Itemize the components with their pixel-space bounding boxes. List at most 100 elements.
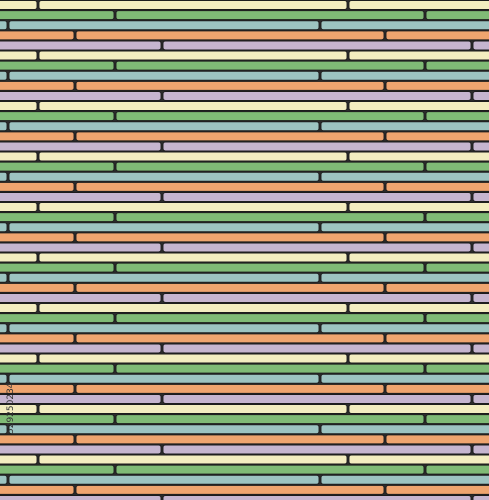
stripe-segment bbox=[8, 171, 320, 182]
stripe-segment bbox=[0, 293, 162, 303]
stripe-segment bbox=[0, 252, 38, 263]
stripe-segment bbox=[385, 434, 489, 445]
stripe-segment bbox=[320, 70, 489, 81]
stripe-segment bbox=[75, 131, 385, 142]
stripe-segment bbox=[385, 30, 489, 41]
stripe-segment bbox=[162, 293, 472, 303]
stripe-segment bbox=[348, 101, 489, 111]
stripe-segment bbox=[75, 282, 385, 293]
stripe-segment bbox=[8, 70, 320, 81]
stripe-segment bbox=[115, 10, 425, 21]
stripe-segment bbox=[115, 262, 425, 273]
stripe-segment bbox=[472, 444, 489, 455]
stripe-segment bbox=[348, 252, 489, 263]
stripe-segment bbox=[75, 80, 385, 91]
stripe-segment bbox=[0, 272, 8, 283]
stripe-segment bbox=[320, 222, 489, 233]
stripe-segment bbox=[38, 303, 348, 313]
stripe-segment bbox=[348, 353, 489, 364]
stripe-segment bbox=[320, 323, 489, 334]
stripe-segment bbox=[425, 464, 489, 475]
stripe-segment bbox=[0, 192, 162, 202]
stripe-segment bbox=[0, 373, 8, 384]
watermark-id: 529250234 bbox=[6, 382, 16, 434]
stripe-segment bbox=[38, 50, 348, 61]
stripe-segment bbox=[0, 454, 38, 465]
stripe-segment bbox=[320, 373, 489, 384]
stripe-segment bbox=[75, 484, 385, 495]
stripe-segment bbox=[348, 202, 489, 212]
stripe-segment bbox=[472, 293, 489, 303]
stripe-segment bbox=[385, 383, 489, 394]
stripe-segment bbox=[8, 424, 320, 435]
stripe-segment bbox=[115, 313, 425, 324]
stripe-segment bbox=[0, 353, 38, 364]
stripe-segment bbox=[75, 383, 385, 394]
stripe-segment bbox=[425, 313, 489, 324]
stripe-segment bbox=[0, 161, 115, 172]
stripe-segment bbox=[0, 20, 8, 31]
stripe-segment bbox=[0, 242, 162, 253]
stripe-segment bbox=[348, 404, 489, 414]
stripe-segment bbox=[0, 303, 38, 313]
stripe-segment bbox=[38, 353, 348, 364]
stripe-segment bbox=[162, 141, 472, 152]
stripe-segment bbox=[38, 404, 348, 414]
stripe-segment bbox=[38, 151, 348, 162]
stripe-segment bbox=[425, 60, 489, 71]
stripe-segment bbox=[385, 333, 489, 344]
stripe-segment bbox=[320, 121, 489, 132]
stripe-segment bbox=[0, 50, 38, 61]
stripe-segment bbox=[385, 484, 489, 495]
stripe-segment bbox=[472, 40, 489, 51]
stripe-segment bbox=[75, 232, 385, 243]
stripe-segment bbox=[162, 40, 472, 51]
stripe-segment bbox=[38, 454, 348, 465]
stripe-segment bbox=[75, 30, 385, 41]
stripe-segment bbox=[162, 242, 472, 253]
stripe-segment bbox=[0, 282, 75, 293]
stripe-segment bbox=[425, 363, 489, 374]
stripe-segment bbox=[320, 272, 489, 283]
stripe-segment bbox=[75, 181, 385, 192]
stripe-segment bbox=[115, 414, 425, 425]
stripe-segment bbox=[115, 464, 425, 475]
stripe-segment bbox=[0, 111, 115, 122]
stripe-segment bbox=[115, 161, 425, 172]
stripe-segment bbox=[115, 212, 425, 223]
stripe-segment bbox=[0, 464, 115, 475]
stripe-segment bbox=[162, 495, 472, 500]
stripe-segment bbox=[115, 363, 425, 374]
stripe-segment bbox=[8, 323, 320, 334]
stripe-segment bbox=[8, 474, 320, 485]
stripe-segment bbox=[0, 222, 8, 233]
stripe-segment bbox=[0, 262, 115, 273]
stripe-segment bbox=[320, 171, 489, 182]
stripe-segment bbox=[0, 60, 115, 71]
stripe-segment bbox=[162, 394, 472, 404]
stripe-segment bbox=[0, 91, 162, 101]
stripe-segment bbox=[0, 10, 115, 21]
stripe-segment bbox=[38, 252, 348, 263]
stripe-segment bbox=[348, 303, 489, 313]
stripe-segment bbox=[0, 333, 75, 344]
stripe-segment bbox=[425, 212, 489, 223]
stripe-segment bbox=[0, 343, 162, 354]
stripe-segment bbox=[385, 131, 489, 142]
stripe-segment bbox=[472, 192, 489, 202]
stripe-segment bbox=[0, 101, 38, 111]
stripe-segment bbox=[8, 222, 320, 233]
stripe-segment bbox=[0, 444, 162, 455]
stripe-segment bbox=[0, 363, 115, 374]
stripe-segment bbox=[162, 192, 472, 202]
stripe-segment bbox=[425, 414, 489, 425]
stripe-segment bbox=[0, 383, 75, 394]
stripe-segment bbox=[425, 111, 489, 122]
stripe-segment bbox=[0, 434, 75, 445]
stripe-segment bbox=[425, 161, 489, 172]
stripe-segment bbox=[0, 80, 75, 91]
stripe-segment bbox=[0, 202, 38, 212]
